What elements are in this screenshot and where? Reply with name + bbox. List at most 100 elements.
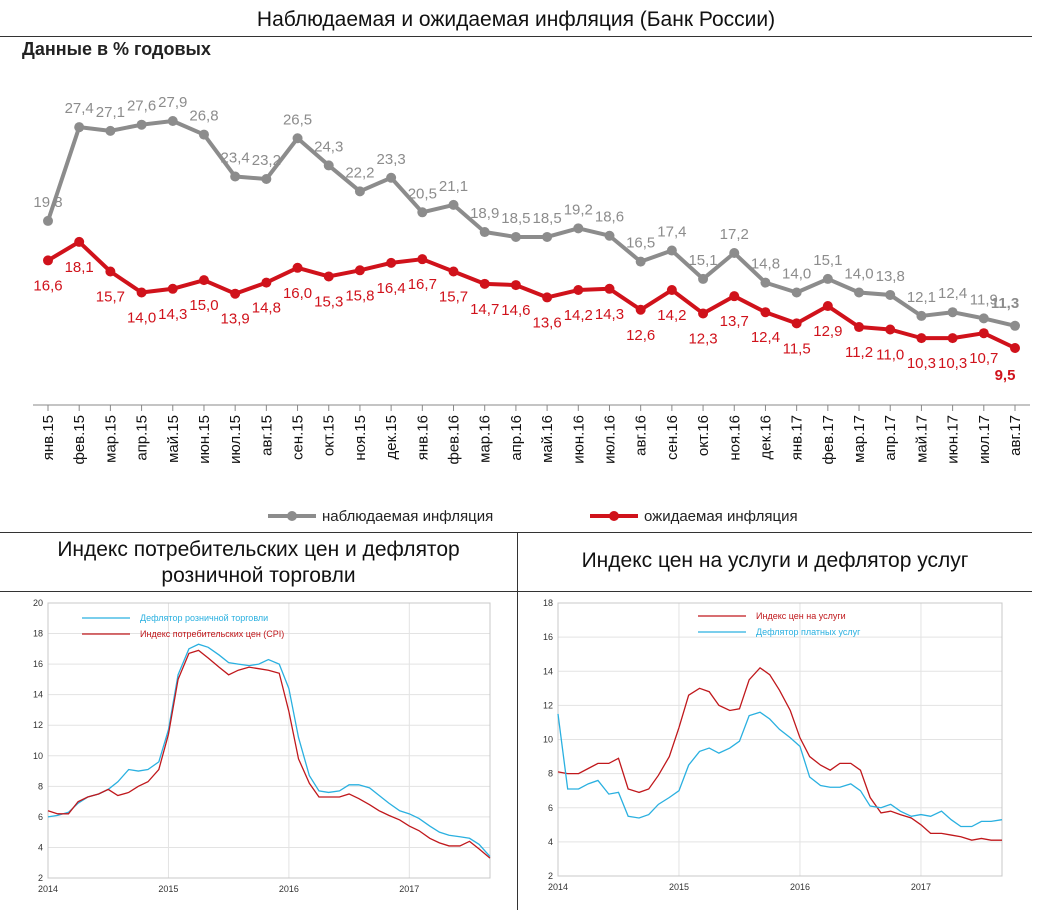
legend-label: Дефлятор розничной торговли bbox=[140, 613, 268, 623]
series-line bbox=[557, 711, 1003, 828]
y-tick-label: 8 bbox=[38, 781, 43, 791]
x-tick-label: янв.17 bbox=[789, 415, 806, 460]
observed-point bbox=[198, 129, 209, 140]
observed-point bbox=[479, 227, 490, 238]
observed-data-label: 19,8 bbox=[33, 194, 62, 211]
observed-data-label: 21,1 bbox=[439, 178, 468, 195]
top-title: Наблюдаемая и ожидаемая инфляция (Банк Р… bbox=[256, 8, 776, 31]
expected-data-label: 15,0 bbox=[189, 297, 218, 314]
observed-point bbox=[666, 245, 677, 256]
observed-data-label: 17,4 bbox=[657, 224, 686, 241]
x-tick-label: май.17 bbox=[913, 415, 930, 463]
observed-point bbox=[760, 277, 771, 288]
observed-data-label: 24,3 bbox=[314, 138, 343, 155]
y-tick-label: 6 bbox=[38, 812, 43, 822]
y-tick-label: 18 bbox=[543, 598, 553, 608]
legend-label: наблюдаемая инфляция bbox=[322, 508, 493, 525]
expected-data-label: 18,1 bbox=[65, 259, 94, 276]
expected-point bbox=[666, 285, 677, 296]
x-tick-label: окт.15 bbox=[321, 415, 338, 456]
observed-data-label: 17,2 bbox=[720, 226, 749, 243]
expected-point bbox=[854, 322, 865, 333]
y-tick-label: 14 bbox=[33, 690, 43, 700]
observed-data-label: 18,5 bbox=[501, 210, 530, 227]
series-line bbox=[557, 666, 1002, 841]
plot-frame bbox=[557, 602, 1003, 877]
observed-data-label: 11,9 bbox=[970, 291, 998, 308]
expected-point bbox=[635, 304, 646, 315]
expected-point bbox=[417, 254, 428, 265]
expected-point bbox=[261, 277, 272, 288]
expected-point bbox=[698, 308, 709, 319]
observed-data-label: 18,6 bbox=[595, 209, 624, 226]
expected-data-label: 10,3 bbox=[907, 355, 936, 372]
x-tick-label: янв.15 bbox=[40, 415, 57, 460]
expected-data-label: 9,5 bbox=[995, 367, 1016, 384]
x-tick-label: июл.15 bbox=[227, 415, 244, 464]
observed-point bbox=[386, 172, 397, 183]
expected-point bbox=[198, 275, 209, 286]
y-tick-label: 10 bbox=[543, 735, 553, 745]
observed-point bbox=[417, 207, 428, 218]
observed-data-label: 16,5 bbox=[626, 235, 655, 252]
y-tick-label: 16 bbox=[543, 632, 553, 642]
expected-point bbox=[542, 292, 553, 303]
legend-label: Дефлятор платных услуг bbox=[756, 627, 861, 637]
expected-data-label: 13,7 bbox=[720, 313, 749, 330]
expected-data-label: 16,6 bbox=[33, 277, 62, 294]
x-tick-label: 2017 bbox=[911, 882, 931, 892]
observed-data-label: 23,4 bbox=[221, 150, 250, 167]
plot-frame bbox=[47, 602, 491, 879]
observed-data-label: 20,5 bbox=[408, 185, 437, 202]
expected-data-label: 14,2 bbox=[657, 307, 686, 324]
expected-point bbox=[230, 288, 241, 299]
expected-data-label: 15,3 bbox=[314, 293, 343, 310]
bottom-title-divider bbox=[0, 591, 1032, 592]
observed-data-label: 15,1 bbox=[688, 252, 717, 269]
observed-point bbox=[791, 287, 802, 298]
observed-data-label: 27,6 bbox=[127, 98, 156, 115]
expected-point bbox=[885, 324, 896, 335]
y-tick-label: 20 bbox=[33, 598, 43, 608]
expected-point bbox=[573, 285, 584, 296]
observed-data-label: 11,3 bbox=[991, 295, 1019, 312]
y-tick-label: 8 bbox=[548, 769, 553, 779]
legend-marker bbox=[609, 511, 619, 521]
x-tick-label: авг.16 bbox=[633, 415, 650, 456]
expected-point bbox=[729, 291, 740, 302]
observed-data-label: 23,3 bbox=[377, 151, 406, 168]
bottom-column-divider bbox=[517, 532, 518, 910]
observed-data-label: 26,8 bbox=[189, 108, 218, 125]
x-tick-label: окт.16 bbox=[695, 415, 712, 456]
observed-point bbox=[230, 171, 241, 182]
chart-subtitle: Данные в % годовых bbox=[22, 39, 211, 59]
x-tick-label: янв.16 bbox=[414, 415, 431, 460]
observed-point bbox=[854, 287, 865, 298]
expected-data-label: 15,7 bbox=[96, 289, 125, 306]
y-tick-label: 14 bbox=[543, 666, 553, 676]
x-tick-label: май.15 bbox=[165, 415, 182, 463]
observed-data-label: 12,4 bbox=[938, 285, 967, 302]
observed-point bbox=[261, 173, 272, 184]
expected-point bbox=[479, 278, 490, 289]
observed-data-label: 27,1 bbox=[96, 104, 125, 121]
observed-data-label: 18,9 bbox=[470, 205, 499, 222]
expected-data-label: 11,5 bbox=[783, 340, 811, 357]
observed-point bbox=[978, 313, 989, 324]
y-tick-label: 12 bbox=[33, 720, 43, 730]
x-tick-label: сен.15 bbox=[290, 415, 307, 460]
expected-data-label: 14,8 bbox=[252, 300, 281, 317]
observed-point bbox=[947, 307, 958, 318]
expected-data-label: 11,2 bbox=[845, 344, 873, 361]
expected-point bbox=[822, 301, 833, 312]
expected-point bbox=[760, 307, 771, 318]
expected-point bbox=[1010, 343, 1020, 353]
expected-point bbox=[105, 266, 116, 277]
x-tick-label: май.16 bbox=[539, 415, 556, 463]
expected-point bbox=[354, 265, 365, 276]
expected-point bbox=[292, 262, 303, 273]
y-tick-label: 2 bbox=[38, 873, 43, 883]
expected-data-label: 16,4 bbox=[377, 280, 406, 297]
observed-data-label: 12,1 bbox=[907, 289, 936, 306]
expected-data-label: 12,3 bbox=[688, 330, 717, 347]
